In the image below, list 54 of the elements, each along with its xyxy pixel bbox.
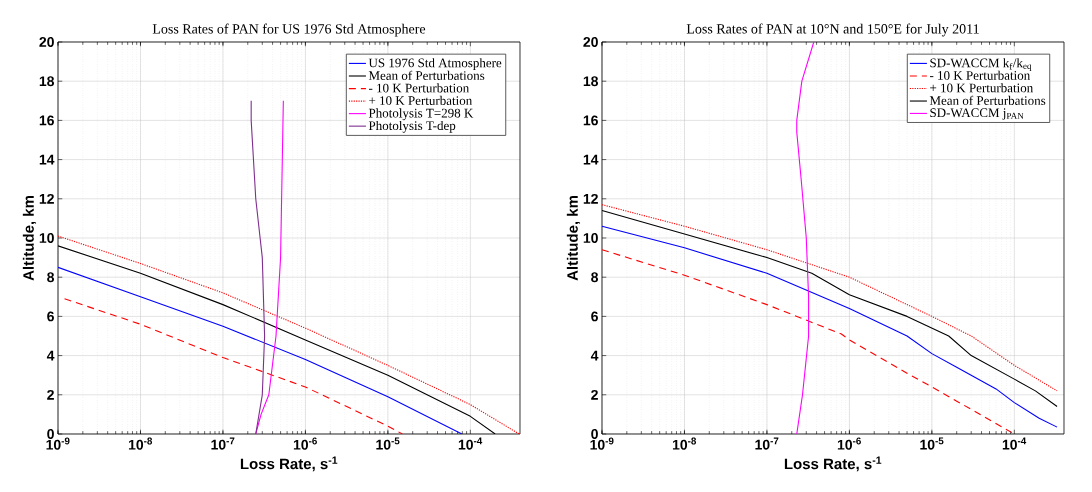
- x-tick-label: 10$^{-8}$: [128, 437, 153, 450]
- y-tick-label: 0: [591, 429, 598, 439]
- y-tick-label: 2: [591, 389, 598, 400]
- x-tick-label: 10$^{-5}$: [376, 437, 400, 450]
- legend-label: - 10 K Perturbation: [368, 83, 470, 93]
- x-tick-label: 10$^{-8}$: [672, 437, 697, 450]
- y-tick-label: 4: [590, 350, 599, 361]
- y-tick-label: 18: [583, 76, 599, 87]
- line-series: [796, 42, 815, 434]
- y-tick-label: 20: [583, 37, 598, 47]
- x-tick-label: 10$^{-5}$: [920, 437, 944, 450]
- x-axis-title: Loss Rate, s$^{-1}$: [240, 456, 338, 472]
- line-series: [250, 100, 266, 434]
- x-axis-title: Loss Rate, s$^{-1}$: [784, 456, 882, 472]
- legend-label: SD-WACCM j$_{PAN}$: [930, 108, 1024, 120]
- y-tick-label: 8: [47, 272, 55, 283]
- legend-label: US 1976 Std Atmosphere: [368, 58, 502, 70]
- y-tick-label: 18: [39, 76, 55, 87]
- legend-label: SD-WACCM k$_{f}$/k$_{eq}$: [930, 58, 1032, 71]
- x-tick-label: 10$^{-7}$: [755, 437, 779, 450]
- x-tick-label: 10$^{-9}$: [46, 437, 70, 450]
- x-tick-label: 10$^{-6}$: [837, 437, 861, 450]
- y-tick-label: 2: [47, 389, 54, 400]
- x-tick-label: 10$^{-4}$: [1002, 437, 1027, 450]
- legend-label: Photolysis T-dep: [368, 120, 456, 133]
- y-tick-label: 20: [39, 37, 54, 47]
- y-tick-label: 0: [47, 429, 54, 439]
- legend-label: - 10 K Perturbation: [929, 70, 1031, 80]
- y-tick-label: 10: [39, 233, 54, 243]
- legend-label: + 10 K Perturbation: [369, 95, 473, 105]
- y-axis-title: Altitude, km: [566, 196, 581, 281]
- y-tick-label: 12: [583, 193, 598, 204]
- x-tick-label: 10$^{-6}$: [293, 437, 317, 450]
- legend-label: Mean of Perturbations: [368, 70, 485, 80]
- y-tick-label: 6: [47, 311, 54, 322]
- y-tick-label: 14: [39, 154, 55, 165]
- y-axis-title: Altitude, km: [22, 196, 37, 281]
- x-tick-label: 10$^{-7}$: [211, 437, 235, 450]
- line-series: [255, 100, 284, 434]
- y-tick-label: 16: [39, 115, 54, 126]
- y-tick-label: 6: [591, 311, 598, 322]
- legend-label: Photolysis T=298 K: [368, 108, 474, 121]
- y-tick-label: 8: [591, 272, 599, 283]
- y-tick-label: 14: [583, 154, 599, 165]
- y-tick-label: 4: [46, 350, 55, 361]
- x-tick-label: 10$^{-4}$: [458, 437, 483, 450]
- y-tick-label: 10: [583, 233, 598, 243]
- y-tick-label: 12: [39, 193, 54, 204]
- chart-title: Loss Rates of PAN for US 1976 Std Atmosphere: [152, 23, 426, 37]
- chart-title: Loss Rates of PAN at 10°N and 150°E for July 2011: [686, 23, 979, 37]
- y-tick-label: 16: [583, 115, 598, 126]
- x-tick-label: 10$^{-9}$: [590, 437, 614, 450]
- legend-label: + 10 K Perturbation: [930, 83, 1034, 93]
- legend-label: Mean of Perturbations: [929, 95, 1046, 105]
